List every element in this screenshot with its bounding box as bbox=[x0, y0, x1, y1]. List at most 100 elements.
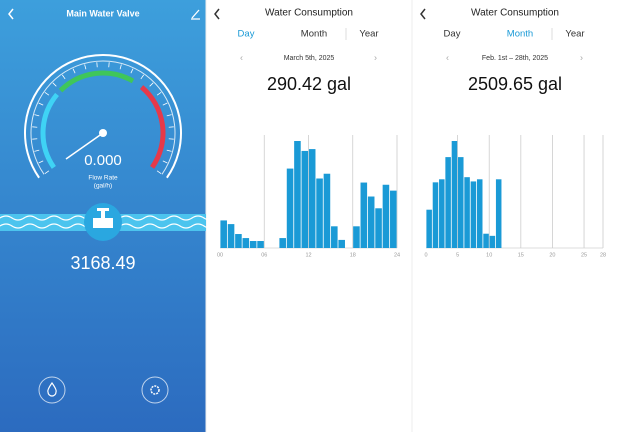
bar bbox=[382, 184, 390, 248]
bar bbox=[367, 196, 375, 248]
next-button[interactable]: › bbox=[580, 52, 583, 62]
bar bbox=[308, 149, 316, 248]
x-tick-label: 15 bbox=[518, 252, 524, 258]
gauge-tick bbox=[38, 160, 44, 164]
x-tick-label: 12 bbox=[305, 252, 311, 258]
gauge-tick bbox=[44, 91, 50, 96]
prev-button[interactable]: ‹ bbox=[446, 52, 449, 62]
bar bbox=[426, 209, 432, 248]
gauge-tick bbox=[34, 149, 40, 152]
needle-pivot bbox=[99, 129, 107, 137]
gauge-high-zone bbox=[139, 85, 166, 169]
gauge-tick bbox=[84, 64, 87, 70]
gauge-tick bbox=[166, 114, 172, 117]
gauge-tick bbox=[130, 68, 134, 74]
gauge-tick bbox=[38, 102, 44, 106]
back-button[interactable] bbox=[214, 8, 220, 20]
period-total: 2509.65 gal bbox=[468, 74, 562, 94]
bar bbox=[220, 220, 227, 248]
x-tick-label: 10 bbox=[486, 252, 492, 258]
prev-button[interactable]: ‹ bbox=[240, 52, 243, 62]
bar bbox=[331, 226, 338, 248]
date-range: Feb. 1st – 28th, 2025 bbox=[482, 55, 548, 62]
x-tick-label: 06 bbox=[261, 252, 267, 258]
next-button[interactable]: › bbox=[374, 52, 377, 62]
gauge-tick bbox=[156, 170, 162, 175]
bar bbox=[451, 141, 458, 248]
x-tick-label: 18 bbox=[350, 252, 356, 258]
bar bbox=[432, 182, 439, 248]
bar bbox=[235, 234, 242, 248]
bar bbox=[338, 239, 345, 248]
gauge-tick bbox=[156, 91, 162, 96]
bar bbox=[458, 157, 464, 248]
water-button[interactable] bbox=[38, 376, 66, 404]
gauge bbox=[24, 54, 182, 179]
drop-icon bbox=[47, 381, 57, 397]
tab[interactable]: Month bbox=[301, 29, 327, 40]
gauge-tick bbox=[52, 82, 57, 87]
bar bbox=[301, 150, 309, 248]
x-tick-label: 20 bbox=[549, 252, 555, 258]
bar bbox=[489, 235, 496, 248]
bar bbox=[294, 141, 301, 248]
gauge-tick bbox=[140, 74, 145, 80]
gauge-tick bbox=[149, 82, 154, 87]
flow-unit: (gal/h) bbox=[94, 183, 112, 190]
gauge-low-zone bbox=[40, 92, 59, 169]
bar bbox=[464, 177, 470, 248]
gauge-tick bbox=[162, 102, 168, 106]
gauge-mid-zone bbox=[58, 70, 135, 93]
period-total: 290.42 gal bbox=[267, 74, 351, 94]
tab[interactable]: Year bbox=[565, 29, 584, 40]
gauge-outer-ring bbox=[24, 54, 182, 179]
gauge-tick bbox=[166, 149, 172, 152]
tab[interactable]: Year bbox=[359, 29, 378, 40]
bar bbox=[316, 178, 323, 248]
settings-button[interactable] bbox=[141, 376, 169, 404]
bar bbox=[353, 226, 360, 248]
x-tick-label: 5 bbox=[456, 252, 459, 258]
bar bbox=[445, 157, 451, 248]
tab[interactable]: Day bbox=[444, 29, 461, 40]
gear-icon bbox=[150, 385, 160, 395]
bar bbox=[360, 182, 368, 248]
tab[interactable]: Month bbox=[507, 29, 533, 40]
back-button[interactable] bbox=[8, 8, 14, 20]
x-tick-label: 25 bbox=[581, 252, 587, 258]
x-tick-label: 0 bbox=[424, 252, 427, 258]
gauge-inner-ring bbox=[30, 60, 176, 175]
gauge-tick bbox=[44, 170, 50, 175]
x-tick-label: 00 bbox=[217, 252, 223, 258]
bar bbox=[495, 179, 502, 248]
gauge-tick bbox=[61, 74, 66, 80]
x-tick-label: 24 bbox=[394, 252, 400, 258]
back-button[interactable] bbox=[420, 8, 426, 20]
bar bbox=[390, 190, 397, 248]
tab[interactable]: Day bbox=[238, 29, 255, 40]
bar bbox=[279, 238, 286, 248]
edit-button[interactable] bbox=[191, 9, 200, 20]
date-range: March 5th, 2025 bbox=[284, 55, 335, 62]
flow-label: Flow Rate bbox=[88, 175, 118, 182]
screen-title: Main Water Valve bbox=[66, 8, 139, 18]
screen-title: Water Consumption bbox=[265, 8, 353, 19]
bar bbox=[439, 179, 445, 248]
bar bbox=[483, 233, 489, 248]
gauge-tick bbox=[34, 114, 40, 117]
total-usage: 3168.49 bbox=[70, 253, 135, 273]
bar bbox=[227, 224, 235, 248]
gauge-tick bbox=[72, 68, 76, 74]
bar bbox=[249, 241, 257, 248]
gauge-tick bbox=[162, 160, 168, 164]
bar bbox=[470, 181, 477, 248]
valve-icon bbox=[93, 208, 113, 228]
bar bbox=[476, 179, 483, 248]
bar bbox=[286, 168, 294, 248]
x-tick-label: 28 bbox=[600, 252, 606, 258]
screen-title: Water Consumption bbox=[471, 8, 559, 19]
gauge-tick bbox=[119, 64, 122, 70]
flow-value: 0.000 bbox=[84, 152, 122, 169]
bar bbox=[257, 241, 264, 248]
